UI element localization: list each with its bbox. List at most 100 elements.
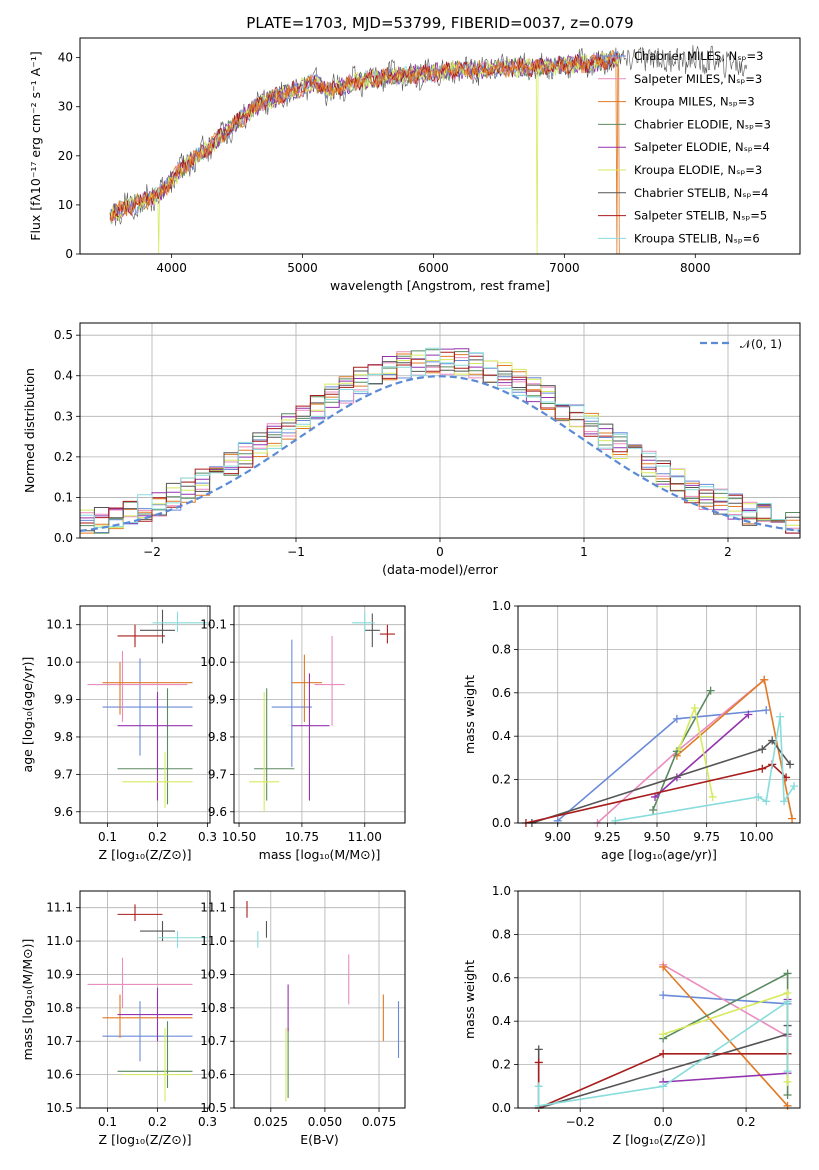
legend-label: Kroupa MILES, Nₛₚ=3 [634, 95, 755, 109]
gridlines [518, 605, 800, 824]
x-tick-label: 10.75 [285, 830, 319, 844]
errorbar-point-series-7 [379, 624, 395, 644]
y-tick-label: 0.3 [54, 409, 73, 423]
weight-marker [776, 712, 785, 721]
spectrum-line-series-1 [109, 52, 620, 222]
panel-age-vs-Z: 0.1 0.2 0.3 9.6 9.7 9.8 9.9 10.0 10.1 Z [log₁₀(Z/… [20, 605, 217, 862]
weight-marker [790, 782, 799, 791]
y-axis-label: mass weight [462, 960, 477, 1039]
y-tick-label: 10 [58, 198, 73, 212]
x-tick-label: 5000 [287, 261, 318, 275]
panel-mass-vs-ebv: 0.025 0.050 0.075 10.5 10.6 10.7 10.8 10.9 11.0 1… [200, 890, 406, 1147]
y-tick-label: 30 [58, 100, 73, 114]
panel-age-vs-mass: 10.50 10.75 11.00 9.6 9.7 9.8 9.9 10.0 10.1 mass … [200, 605, 406, 862]
weight-marker [708, 792, 717, 801]
errorbar-point-series-3 [117, 1021, 193, 1088]
x-tick-label: 0.2 [737, 1115, 756, 1129]
y-tick-label: 9.7 [54, 767, 73, 781]
weight-marker [659, 991, 668, 1000]
errorbar-point-series-2 [102, 662, 193, 715]
x-tick-label: 9.00 [544, 830, 571, 844]
errorbar-point-series-4 [117, 987, 193, 1042]
y-tick-label: 0.6 [492, 686, 511, 700]
y-tick-label: 9.6 [54, 805, 73, 819]
y-axis-label: age [log₁₀(age/yr)] [20, 657, 35, 773]
weight-marker [768, 736, 777, 745]
weight-marker [651, 792, 660, 801]
y-tick-label: 11.1 [46, 901, 73, 915]
x-tick-label: 0.1 [98, 830, 117, 844]
legend-label: Kroupa STELIB, Nₛₚ=6 [634, 231, 760, 245]
y-tick-label: 10.1 [200, 618, 227, 632]
x-tick-label: 0.0 [654, 1115, 673, 1129]
y-tick-label: 10.7 [200, 1034, 227, 1048]
weight-series-2 [659, 962, 792, 1110]
y-tick-label: 10.9 [46, 967, 73, 981]
errorbar-point-series-3 [117, 688, 193, 805]
y-tick-label: 0.6 [492, 971, 511, 985]
weight-marker [611, 816, 620, 825]
errorbar-point-series-8 [157, 931, 208, 948]
errorbar-point-series-7 [117, 904, 163, 922]
legend-label: Chabrier ELODIE, Nₛₚ=3 [634, 117, 771, 131]
axis-ticks: 10.50 10.75 11.00 9.6 9.7 9.8 9.9 10.0 10.1 [200, 618, 382, 844]
x-axis-label: mass [log₁₀(M/M⊙)] [259, 847, 381, 862]
panel-spectrum: 4000 5000 6000 7000 8000 0 10 20 30 40 wavelength … [28, 37, 801, 293]
y-tick-label: 20 [58, 149, 73, 163]
weight-line [663, 999, 789, 1083]
weight-marker [783, 988, 792, 997]
y-tick-label: 0.2 [492, 1058, 511, 1072]
weight-marker [786, 760, 795, 769]
weight-marker [788, 814, 797, 823]
spectrum-line-series-7 [109, 51, 619, 222]
weight-line [662, 964, 788, 1038]
axis-ticks: 9.00 9.25 9.50 9.75 10.00 0.0 0.2 0.4 0.6 0.8 1.0 [492, 599, 774, 844]
plot-area [80, 347, 800, 534]
legend-label: Salpeter STELIB, Nₛₚ=5 [634, 209, 767, 223]
y-tick-label: 11.0 [46, 934, 73, 948]
x-tick-label: 0.075 [362, 1115, 396, 1129]
x-tick-label: 0 [436, 545, 444, 559]
x-tick-label: 2 [724, 545, 732, 559]
x-axis-label: Z [log₁₀(Z/Z⊙)] [99, 847, 192, 862]
gridlines [234, 891, 405, 1109]
plot-area [534, 960, 792, 1112]
weight-marker [762, 706, 771, 715]
weight-marker [659, 962, 668, 971]
spectrum-line-series-2 [109, 50, 620, 254]
panel-massweight-vs-age: 9.00 9.25 9.50 9.75 10.00 0.0 0.2 0.4 0.6 0.8 1.0 a… [462, 599, 801, 862]
x-tick-label: 0.050 [308, 1115, 342, 1129]
y-tick-label: 10.6 [46, 1068, 73, 1082]
x-tick-label: 0.3 [198, 830, 217, 844]
y-axis-label: Normed distribution [22, 368, 37, 493]
y-tick-label: 0.8 [492, 642, 511, 656]
weight-series-0 [553, 706, 771, 825]
axis-ticks: 0.1 0.2 0.3 10.5 10.6 10.7 10.8 10.9 11.0 11.1 [46, 901, 217, 1129]
x-tick-label: −1 [287, 545, 305, 559]
weight-marker [783, 969, 792, 978]
plot-area [87, 904, 208, 1102]
y-tick-label: 0.5 [54, 328, 73, 342]
weight-marker [783, 1067, 792, 1076]
x-tick-label: 0.1 [98, 1115, 117, 1129]
errorbar-point-series-7 [117, 624, 165, 648]
y-tick-label: 10.1 [46, 618, 73, 632]
y-tick-label: 11.0 [200, 934, 227, 948]
x-tick-label: 4000 [156, 261, 187, 275]
axis-ticks: 0.025 0.050 0.075 10.5 10.6 10.7 10.8 10.9 11.0 1… [200, 901, 396, 1129]
plot-area [87, 609, 208, 809]
errorbar-point-series-1 [87, 650, 188, 722]
weight-marker [754, 792, 763, 801]
weight-marker [674, 745, 683, 754]
errorbar-point-series-6 [140, 609, 175, 644]
weight-marker [534, 1082, 543, 1091]
y-tick-label: 10.7 [46, 1034, 73, 1048]
y-tick-label: 0.4 [492, 1014, 511, 1028]
y-tick-label: 10.6 [200, 1068, 227, 1082]
legend-label: 𝒩(0, 1) [740, 337, 782, 351]
x-tick-label: 1 [580, 545, 588, 559]
y-tick-label: 0.0 [54, 531, 73, 545]
weight-marker [534, 1045, 543, 1054]
y-tick-label: 9.8 [54, 730, 73, 744]
